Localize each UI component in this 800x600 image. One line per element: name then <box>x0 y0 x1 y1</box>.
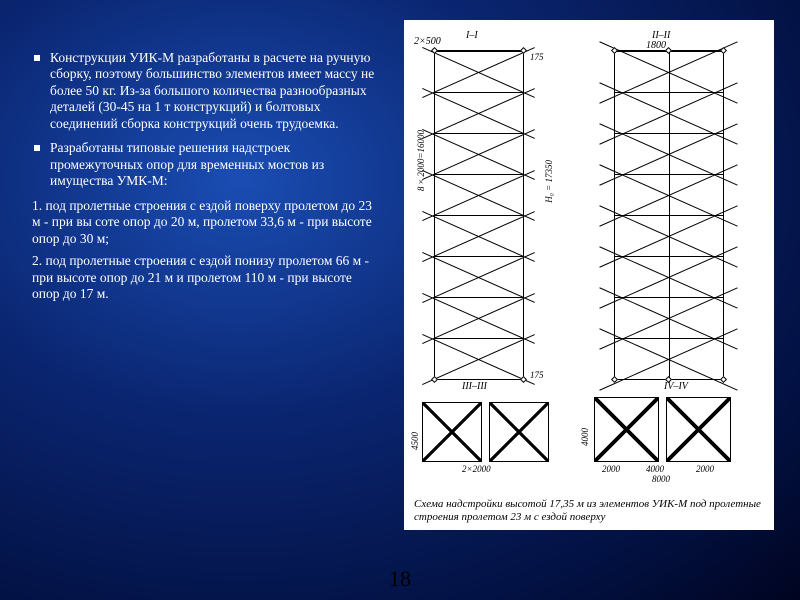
tower-left <box>434 50 524 380</box>
dim-label: 175 <box>530 370 544 380</box>
dim-label: 175 <box>530 52 544 62</box>
figure-caption: Схема надстройки высотой 17,35 м из элем… <box>414 498 764 524</box>
dim-label: 4500 <box>410 432 420 450</box>
dim-label: 2000 <box>696 464 714 474</box>
bullet-list: Конструкции УИК-М разработаны в расчете … <box>28 50 382 190</box>
tower-right <box>614 50 724 380</box>
cross-section <box>594 397 659 462</box>
page-number: 18 <box>389 566 411 592</box>
cross-section <box>666 397 731 462</box>
dim-label: 4000 <box>646 464 664 474</box>
list-item: Разработаны типовые решения надстроек пр… <box>28 140 382 189</box>
bullet-text: Конструкции УИК-М разработаны в расчете … <box>50 50 374 131</box>
text-column: Конструкции УИК-М разработаны в расчете … <box>0 0 390 600</box>
figure-canvas: I–I 2×500 II–II 1800 <box>414 30 764 470</box>
cross-section <box>489 402 549 462</box>
dim-label: 2×2000 <box>462 464 491 474</box>
cross-section <box>422 402 482 462</box>
bullet-text: Разработаны типовые решения надстроек пр… <box>50 140 324 188</box>
numbered-item: 2. под пролетные строения с ездой понизу… <box>28 253 382 302</box>
dim-label: Н₀ = 17350 <box>544 160 554 203</box>
dim-label: 2×500 <box>414 36 441 47</box>
slide: Конструкции УИК-М разработаны в расчете … <box>0 0 800 600</box>
section-label: IV–IV <box>664 381 688 392</box>
dim-label: 2000 <box>602 464 620 474</box>
engineering-figure: I–I 2×500 II–II 1800 <box>404 20 774 530</box>
figure-column: I–I 2×500 II–II 1800 <box>390 0 800 600</box>
section-label: I–I <box>466 30 478 41</box>
dim-label: 8×2000=16000 <box>416 130 426 191</box>
dim-label: 8000 <box>652 474 670 484</box>
numbered-item: 1. под пролетные строения с ездой поверх… <box>28 198 382 247</box>
list-item: Конструкции УИК-М разработаны в расчете … <box>28 50 382 132</box>
section-label: III–III <box>462 381 487 392</box>
dim-label: 4000 <box>580 428 590 446</box>
